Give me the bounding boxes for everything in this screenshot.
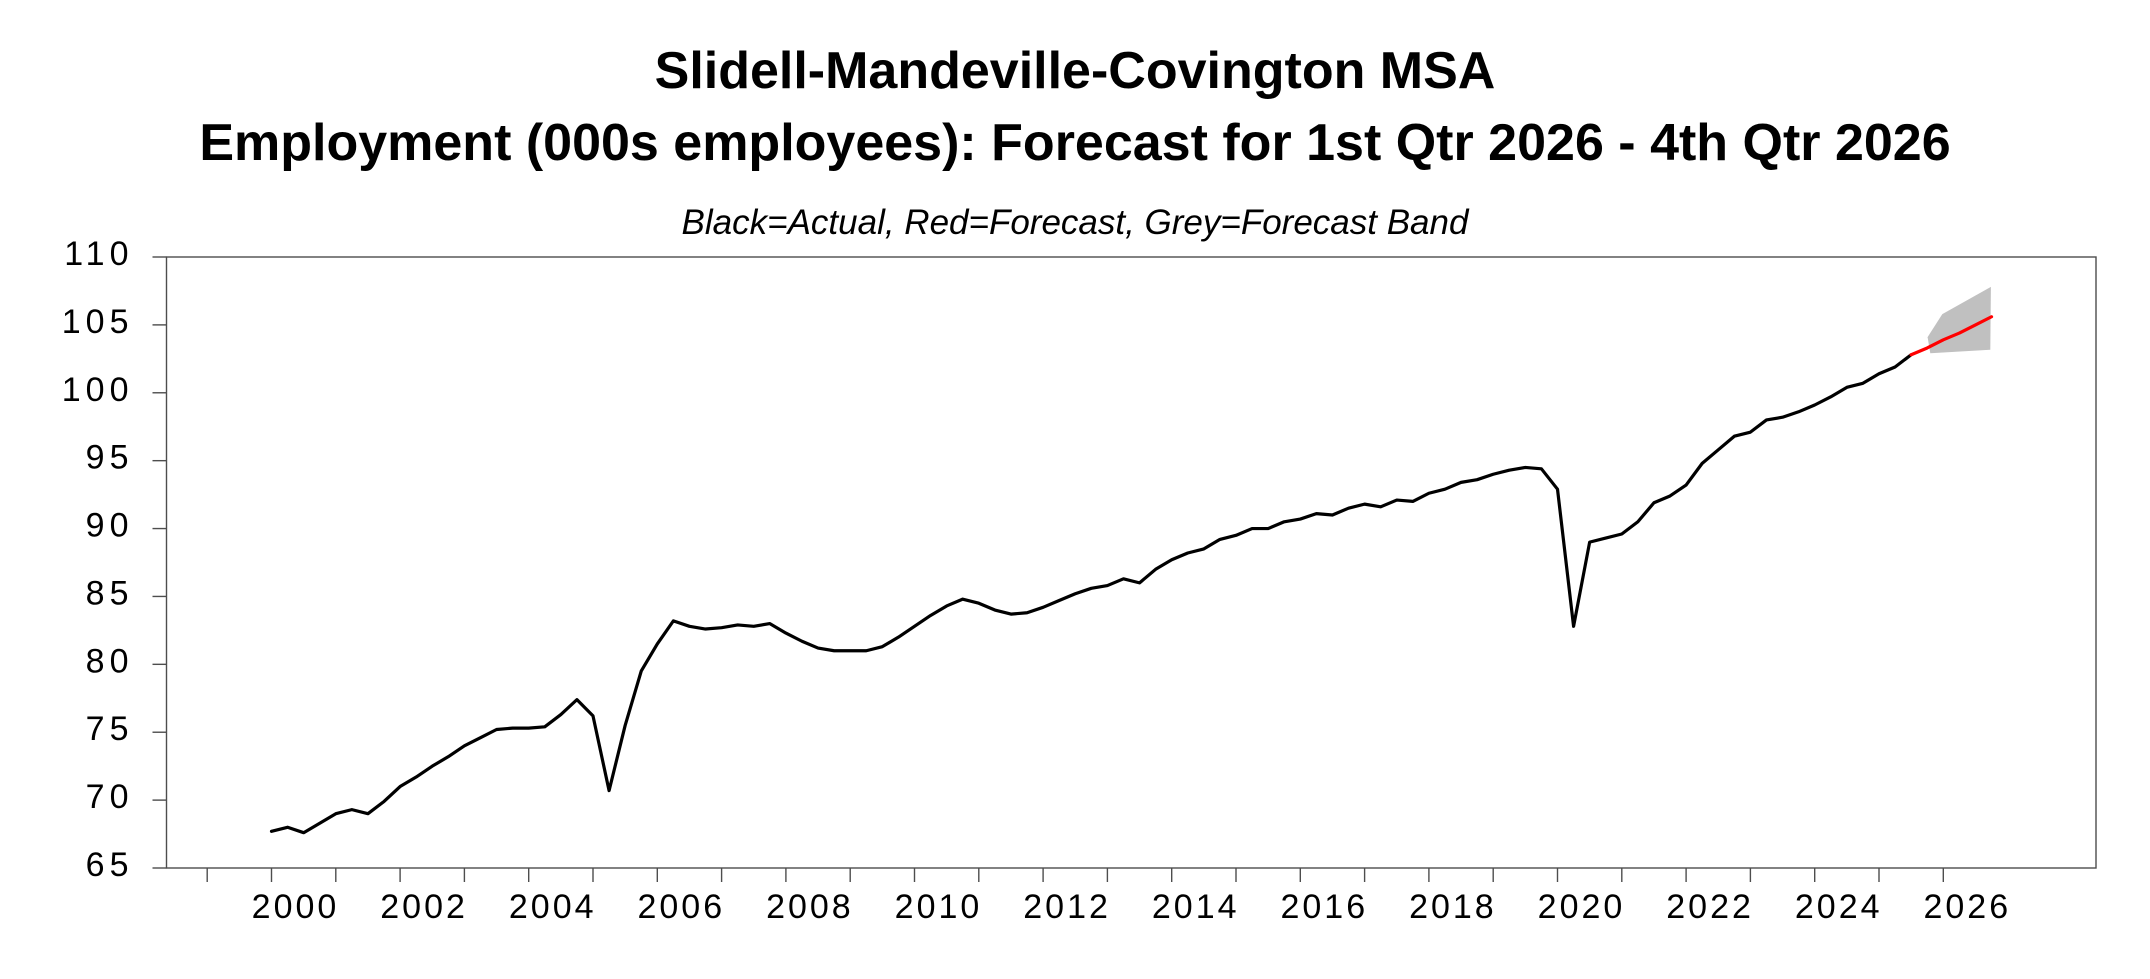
svg-text:2004: 2004	[509, 888, 597, 926]
svg-text:2014: 2014	[1152, 888, 1240, 926]
svg-text:2010: 2010	[895, 888, 983, 926]
svg-text:2024: 2024	[1795, 888, 1883, 926]
svg-text:2006: 2006	[637, 888, 725, 926]
svg-text:110: 110	[64, 235, 133, 273]
svg-text:2002: 2002	[380, 888, 468, 926]
svg-text:2020: 2020	[1538, 888, 1626, 926]
svg-text:80: 80	[86, 642, 134, 680]
svg-text:2016: 2016	[1280, 888, 1368, 926]
svg-text:2012: 2012	[1023, 888, 1111, 926]
svg-text:2018: 2018	[1409, 888, 1497, 926]
svg-text:85: 85	[86, 574, 134, 612]
svg-text:2008: 2008	[766, 888, 854, 926]
svg-text:2022: 2022	[1666, 888, 1754, 926]
svg-text:105: 105	[62, 303, 134, 341]
svg-text:70: 70	[86, 778, 134, 816]
svg-text:100: 100	[62, 371, 134, 409]
svg-text:2026: 2026	[1923, 888, 2011, 926]
svg-text:75: 75	[86, 710, 134, 748]
svg-text:65: 65	[86, 846, 134, 884]
svg-text:90: 90	[86, 507, 134, 545]
svg-text:95: 95	[86, 439, 134, 477]
svg-text:2000: 2000	[252, 888, 340, 926]
